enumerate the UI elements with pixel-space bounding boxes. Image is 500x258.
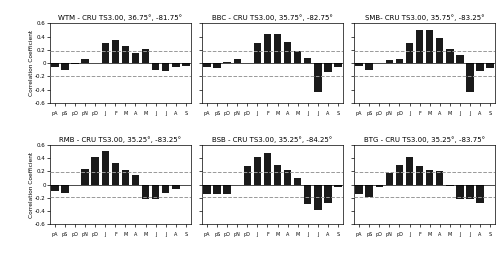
- Bar: [486, 63, 494, 68]
- Bar: [426, 30, 434, 63]
- Bar: [406, 43, 413, 63]
- Bar: [254, 43, 261, 63]
- Bar: [152, 63, 160, 70]
- Bar: [334, 184, 342, 187]
- Y-axis label: Correlation Coefficient: Correlation Coefficient: [28, 151, 34, 217]
- Bar: [224, 62, 231, 63]
- Bar: [314, 63, 322, 92]
- Bar: [142, 184, 150, 199]
- Bar: [396, 165, 403, 184]
- Bar: [62, 63, 69, 70]
- Bar: [204, 63, 211, 67]
- Bar: [284, 170, 292, 184]
- Bar: [406, 157, 413, 184]
- Bar: [122, 170, 129, 184]
- Bar: [396, 59, 403, 63]
- Bar: [356, 184, 363, 194]
- Bar: [82, 168, 89, 184]
- Bar: [132, 52, 140, 63]
- Title: WTM - CRU TS3.00, 36.75°, -81.75°: WTM - CRU TS3.00, 36.75°, -81.75°: [58, 15, 182, 21]
- Title: RMB - CRU TS3.00, 35.25°, -83.25°: RMB - CRU TS3.00, 35.25°, -83.25°: [60, 136, 182, 143]
- Bar: [234, 59, 241, 63]
- Bar: [476, 184, 484, 203]
- Bar: [436, 38, 444, 63]
- Bar: [122, 46, 129, 63]
- Bar: [182, 63, 190, 67]
- Bar: [102, 43, 109, 63]
- Bar: [314, 184, 322, 210]
- Bar: [254, 157, 261, 184]
- Bar: [386, 173, 393, 184]
- Bar: [376, 184, 383, 187]
- Bar: [172, 184, 180, 189]
- Bar: [244, 166, 251, 184]
- Bar: [456, 55, 464, 63]
- Bar: [284, 42, 292, 63]
- Bar: [304, 184, 312, 205]
- Bar: [274, 34, 281, 63]
- Bar: [294, 51, 302, 63]
- Bar: [416, 166, 424, 184]
- Bar: [366, 184, 373, 197]
- Bar: [416, 30, 424, 63]
- Bar: [356, 63, 363, 66]
- Bar: [476, 63, 484, 71]
- Bar: [62, 184, 69, 192]
- Title: BTG - CRU TS3.00, 35.25°, -83.75°: BTG - CRU TS3.00, 35.25°, -83.75°: [364, 136, 485, 143]
- Bar: [386, 60, 393, 63]
- Title: BBC - CRU TS3.00, 35.75°, -82.75°: BBC - CRU TS3.00, 35.75°, -82.75°: [212, 15, 333, 21]
- Bar: [436, 171, 444, 184]
- Title: SMB- CRU TS3.00, 35.75°, -83.25°: SMB- CRU TS3.00, 35.75°, -83.25°: [365, 15, 484, 21]
- Bar: [224, 184, 231, 194]
- Bar: [152, 184, 160, 199]
- Title: BSB - CRU TS3.00, 35.25°, -84.25°: BSB - CRU TS3.00, 35.25°, -84.25°: [212, 136, 332, 143]
- Bar: [92, 157, 99, 184]
- Bar: [204, 184, 211, 194]
- Bar: [112, 40, 119, 63]
- Bar: [264, 152, 271, 184]
- Bar: [112, 163, 119, 184]
- Bar: [264, 34, 271, 63]
- Bar: [466, 184, 473, 199]
- Bar: [426, 170, 434, 184]
- Bar: [142, 49, 150, 63]
- Bar: [132, 175, 140, 184]
- Bar: [102, 151, 109, 184]
- Bar: [172, 63, 180, 67]
- Bar: [294, 178, 302, 184]
- Bar: [274, 165, 281, 184]
- Y-axis label: Correlation Coefficient: Correlation Coefficient: [28, 30, 34, 96]
- Bar: [214, 184, 221, 194]
- Bar: [446, 184, 454, 186]
- Bar: [324, 63, 332, 72]
- Bar: [446, 49, 454, 63]
- Bar: [82, 59, 89, 63]
- Bar: [214, 63, 221, 68]
- Bar: [466, 63, 473, 92]
- Bar: [162, 184, 170, 192]
- Bar: [304, 58, 312, 63]
- Bar: [72, 63, 79, 64]
- Bar: [324, 184, 332, 203]
- Bar: [334, 63, 342, 67]
- Bar: [456, 184, 464, 199]
- Bar: [52, 63, 59, 67]
- Bar: [162, 63, 170, 71]
- Bar: [366, 63, 373, 70]
- Bar: [52, 184, 59, 191]
